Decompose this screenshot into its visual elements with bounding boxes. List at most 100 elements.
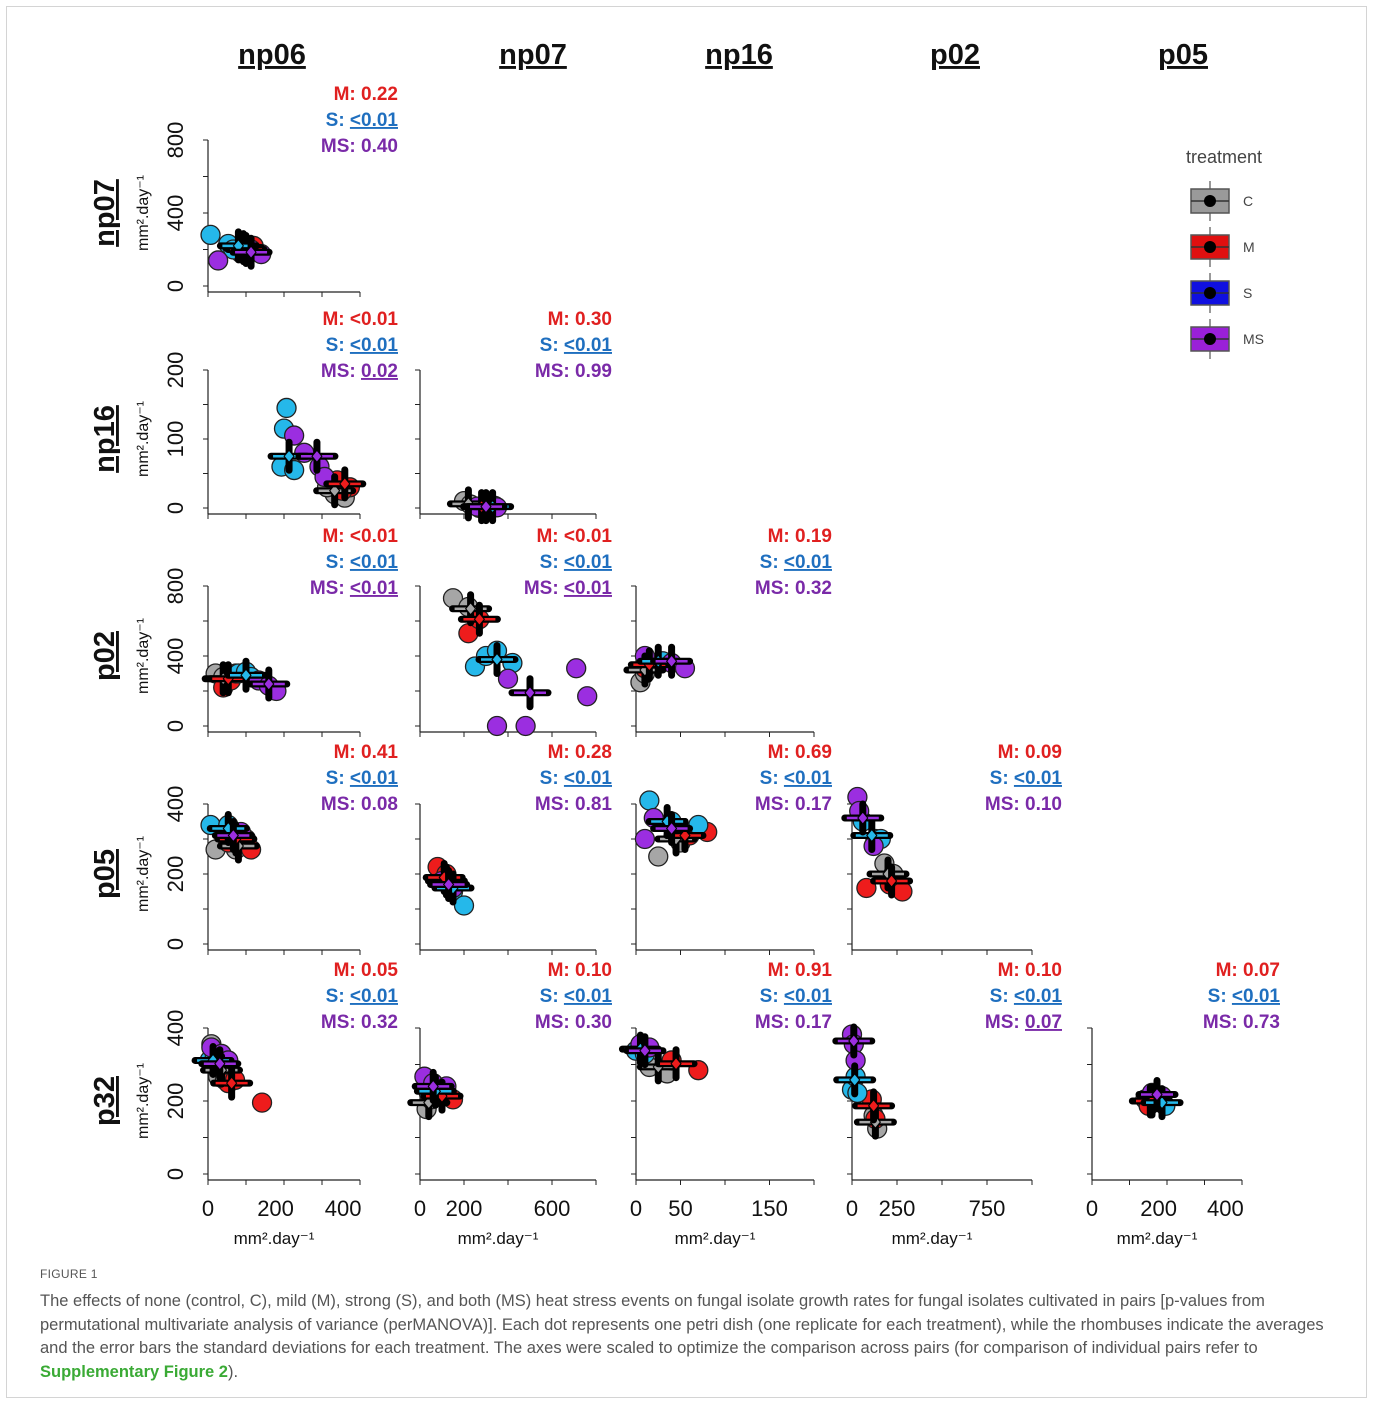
x-axis-unit: mm².day⁻¹ bbox=[675, 1229, 756, 1248]
pvalue-MS: MS: 0.17 bbox=[755, 1012, 832, 1033]
panel-p32-p02: 0 250 750 mm².day⁻¹ M: 0.10 S: <0.01 MS: 0.07 bbox=[832, 960, 1063, 1248]
row-header-p05: p05 bbox=[89, 849, 121, 899]
y-axis-unit: mm².day⁻¹ bbox=[135, 1063, 152, 1139]
pvalue-M: M: <0.01 bbox=[322, 309, 398, 330]
x-tick-label: 750 bbox=[969, 1196, 1006, 1221]
point-MS bbox=[207, 250, 229, 271]
panel-p32-np07: 0 200 600 mm².day⁻¹ M: 0.10 S: <0.01 MS: 0.30 bbox=[407, 960, 612, 1248]
pvalue-MS: MS: 0.73 bbox=[1203, 1012, 1280, 1033]
y-axis-unit: mm².day⁻¹ bbox=[135, 836, 152, 912]
point-M bbox=[251, 1092, 273, 1113]
y-axis-unit: mm².day⁻¹ bbox=[135, 175, 152, 251]
y-axis-unit: mm².day⁻¹ bbox=[135, 618, 152, 694]
supplementary-figure-link[interactable]: Supplementary Figure 2 bbox=[40, 1362, 228, 1381]
mean-rhombus-S bbox=[240, 668, 252, 683]
column-header-np06: np06 bbox=[238, 39, 306, 71]
panel-p32-np16: 0 50 150 mm².day⁻¹ M: 0.91 S: <0.01 MS: 0.17 bbox=[618, 960, 833, 1248]
panel-p32-p05: 0 200 400 mm².day⁻¹ M: 0.07 S: <0.01 MS: 0.73 bbox=[1086, 960, 1281, 1248]
pvalue-M: M: 0.10 bbox=[548, 960, 612, 981]
point-S bbox=[688, 814, 709, 836]
pvalue-S: S: <0.01 bbox=[760, 552, 833, 573]
pvalue-MS: MS: 0.08 bbox=[321, 794, 398, 815]
legend-label-MS: MS bbox=[1243, 331, 1264, 347]
y-tick-label: 800 bbox=[163, 568, 188, 605]
pvalue-MS: MS: 0.40 bbox=[321, 136, 398, 157]
y-tick-label: 200 bbox=[163, 352, 188, 389]
x-tick-label: 200 bbox=[446, 1196, 483, 1221]
pvalue-S: S: <0.01 bbox=[760, 768, 833, 789]
row-header-np07: np07 bbox=[89, 179, 121, 247]
pvalue-MS: MS: 0.07 bbox=[985, 1012, 1062, 1033]
mean-rhombus-MS bbox=[639, 1043, 651, 1058]
mean-rhombus-S bbox=[849, 1073, 861, 1087]
legend-label-M: M bbox=[1243, 239, 1255, 255]
mean-rhombus-MS bbox=[665, 654, 678, 669]
x-axis-unit: mm².day⁻¹ bbox=[234, 1229, 315, 1248]
point-MS bbox=[497, 668, 519, 689]
x-axis-unit: mm².day⁻¹ bbox=[1117, 1229, 1198, 1248]
mean-rhombus-M bbox=[867, 1099, 880, 1113]
pvalue-MS: MS: <0.01 bbox=[524, 578, 613, 599]
pvalue-MS: MS: 0.10 bbox=[985, 794, 1062, 815]
mean-rhombus-MS bbox=[524, 685, 536, 700]
panel-p02-np07: M: <0.01 S: <0.01 MS: <0.01 bbox=[415, 526, 612, 737]
pvalue-M: M: 0.91 bbox=[768, 960, 833, 981]
panel-np16-np07: M: 0.30 S: <0.01 MS: 0.99 bbox=[415, 309, 613, 525]
figure-label: FIGURE 1 bbox=[40, 1267, 98, 1281]
y-tick-label: 0 bbox=[163, 502, 188, 514]
mean-rhombus-MS bbox=[427, 1079, 439, 1094]
legend-point-icon bbox=[1204, 333, 1216, 345]
legend-label-S: S bbox=[1243, 285, 1252, 301]
figure-caption: The effects of none (control, C), mild (… bbox=[40, 1290, 1340, 1384]
x-tick-label: 250 bbox=[879, 1196, 916, 1221]
x-axis-unit: mm².day⁻¹ bbox=[458, 1229, 539, 1248]
pvalue-S: S: <0.01 bbox=[540, 335, 613, 356]
y-tick-label: 400 bbox=[163, 1010, 188, 1047]
pvalue-M: M: 0.10 bbox=[998, 960, 1062, 981]
pvalue-S: S: <0.01 bbox=[326, 986, 399, 1007]
column-header-np16: np16 bbox=[705, 39, 773, 71]
point-S bbox=[200, 224, 221, 246]
mean-rhombus-MS bbox=[665, 821, 678, 836]
mean-rhombus-M bbox=[679, 828, 691, 843]
point-MS bbox=[634, 828, 656, 850]
mean-rhombus-M bbox=[670, 1056, 682, 1071]
x-tick-label: 0 bbox=[630, 1196, 642, 1221]
point-MS bbox=[486, 715, 508, 737]
y-tick-label: 400 bbox=[163, 195, 188, 232]
mean-rhombus-M bbox=[225, 1076, 238, 1090]
panel-p02-np06: 0 400 800 M: <0.01 S: <0.01 MS: <0.01 bbox=[163, 526, 398, 737]
point-C bbox=[648, 846, 669, 867]
pvalue-MS: MS: 0.32 bbox=[321, 1012, 398, 1033]
panel-np07-np06: 0 400 800 M: 0.22 S: <0.01 MS: 0.40 bbox=[163, 84, 398, 297]
x-tick-label: 200 bbox=[257, 1196, 294, 1221]
x-tick-label: 0 bbox=[202, 1196, 214, 1221]
pvalue-M: M: 0.07 bbox=[1216, 960, 1280, 981]
pvalue-MS: MS: 0.02 bbox=[321, 361, 398, 382]
mean-rhombus-MS bbox=[442, 877, 455, 892]
point-MS bbox=[566, 658, 587, 679]
panel-p32-np06: 0 200 400 0 200 400 mm².day⁻¹ M: 0.05 S: <0.01 MS… bbox=[163, 960, 398, 1248]
mean-rhombus-MS bbox=[245, 245, 257, 260]
legend-point-icon bbox=[1204, 287, 1216, 299]
pvalue-S: S: <0.01 bbox=[990, 986, 1063, 1007]
x-tick-label: 400 bbox=[1207, 1196, 1244, 1221]
pvalue-MS: MS: 0.81 bbox=[535, 794, 613, 815]
mean-rhombus-S bbox=[283, 449, 295, 464]
pvalue-M: M: <0.01 bbox=[536, 526, 612, 547]
panel-p05-np16: M: 0.69 S: <0.01 MS: 0.17 bbox=[631, 742, 832, 955]
legend-point-icon bbox=[1204, 241, 1216, 253]
x-tick-label: 150 bbox=[751, 1196, 788, 1221]
point-S bbox=[276, 397, 297, 419]
mean-rhombus-C bbox=[464, 601, 477, 616]
pvalue-S: S: <0.01 bbox=[1208, 986, 1281, 1007]
pvalue-S: S: <0.01 bbox=[326, 110, 399, 131]
pvalue-M: M: 0.09 bbox=[998, 742, 1062, 763]
x-tick-label: 200 bbox=[1140, 1196, 1177, 1221]
y-tick-label: 0 bbox=[163, 280, 188, 292]
pvalue-MS: MS: <0.01 bbox=[310, 578, 399, 599]
pvalue-M: M: 0.19 bbox=[768, 526, 832, 547]
pvalue-MS: MS: 0.32 bbox=[755, 578, 832, 599]
mean-rhombus-MS bbox=[214, 1056, 226, 1071]
